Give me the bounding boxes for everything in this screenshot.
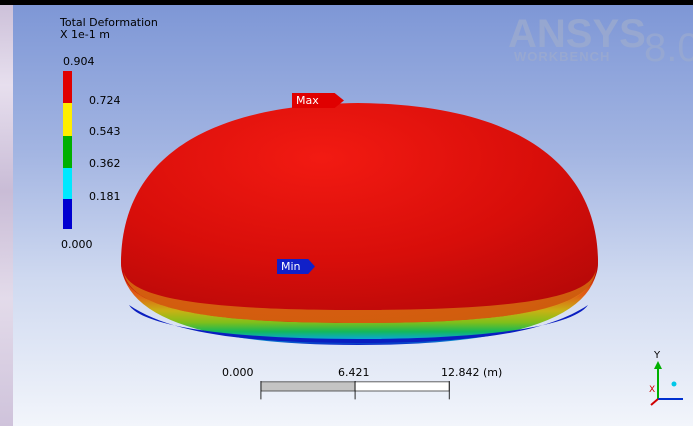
legend-label: 0.362 xyxy=(89,157,121,170)
triad-y-label: Y xyxy=(653,350,661,361)
legend-band-yellow xyxy=(63,103,72,136)
legend-label: 0.181 xyxy=(89,190,121,203)
svg-text:WORKBENCH: WORKBENCH xyxy=(514,49,610,64)
triad-x-label: X xyxy=(649,385,655,395)
min-probe-label[interactable]: Min xyxy=(277,259,315,274)
dome-shell xyxy=(121,103,598,323)
svg-text:ANSYS: ANSYS xyxy=(508,15,646,56)
dome-base-bands xyxy=(121,255,598,345)
legend-label: 0.543 xyxy=(89,125,121,138)
legend-title: Total Deformation xyxy=(60,16,158,29)
max-probe-label[interactable]: Max xyxy=(292,93,344,108)
legend-units: X 1e-1 m xyxy=(60,28,110,41)
legend-band-blue xyxy=(63,199,72,229)
svg-text:8.0: 8.0 xyxy=(644,26,693,65)
legend-band-cyan xyxy=(63,168,72,199)
legend-max-value: 0.904 xyxy=(63,55,95,68)
scale-tick-label: 6.421 xyxy=(338,366,370,379)
legend-band-green xyxy=(63,136,72,168)
legend-label: 0.724 xyxy=(89,94,121,107)
scale-ruler xyxy=(260,381,450,400)
scale-tick-label: 12.842 (m) xyxy=(441,366,503,379)
ansys-workbench-logo: ANSYS WORKBENCH 8.0 xyxy=(508,15,693,65)
dome-model[interactable] xyxy=(13,5,693,426)
graphics-viewport[interactable]: Total Deformation X 1e-1 m 0.904 0.724 0… xyxy=(13,5,693,426)
viewport-top-border xyxy=(0,0,693,5)
coordinate-triad[interactable]: Y X xyxy=(643,349,693,409)
legend-min-value: 0.000 xyxy=(61,238,93,251)
window-left-border xyxy=(0,0,13,426)
legend-band-red xyxy=(63,71,72,103)
scale-tick-label: 0.000 xyxy=(222,366,254,379)
dome-lower-gradient xyxy=(123,267,596,323)
